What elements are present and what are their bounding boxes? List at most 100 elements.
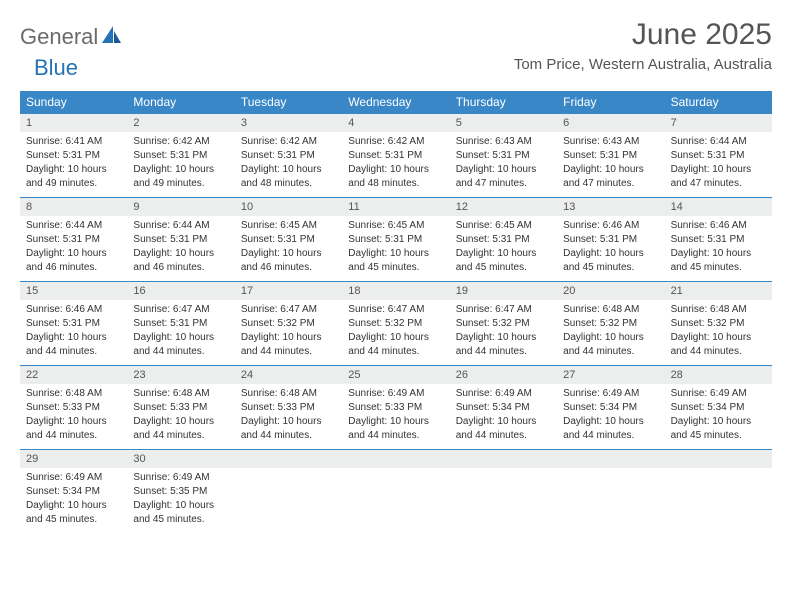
logo-word2: Blue <box>34 55 78 81</box>
day-number <box>665 449 772 468</box>
day-info: Sunrise: 6:47 AMSunset: 5:32 PMDaylight:… <box>235 300 342 365</box>
day-cell <box>450 449 557 533</box>
day-cell: 24Sunrise: 6:48 AMSunset: 5:33 PMDayligh… <box>235 365 342 449</box>
day-info: Sunrise: 6:49 AMSunset: 5:35 PMDaylight:… <box>127 468 234 533</box>
day-cell: 25Sunrise: 6:49 AMSunset: 5:33 PMDayligh… <box>342 365 449 449</box>
day-info: Sunrise: 6:47 AMSunset: 5:31 PMDaylight:… <box>127 300 234 365</box>
daylight-text: Daylight: 10 hours and 45 minutes. <box>133 499 228 527</box>
logo: General <box>20 18 124 50</box>
day-cell: 5Sunrise: 6:43 AMSunset: 5:31 PMDaylight… <box>450 113 557 197</box>
month-title: June 2025 <box>514 18 772 52</box>
daylight-text: Daylight: 10 hours and 44 minutes. <box>348 331 443 359</box>
day-cell: 9Sunrise: 6:44 AMSunset: 5:31 PMDaylight… <box>127 197 234 281</box>
weekday-tuesday: Tuesday <box>235 91 342 113</box>
day-info: Sunrise: 6:47 AMSunset: 5:32 PMDaylight:… <box>450 300 557 365</box>
day-number: 23 <box>127 365 234 384</box>
sunrise-text: Sunrise: 6:47 AM <box>133 303 228 317</box>
day-cell: 27Sunrise: 6:49 AMSunset: 5:34 PMDayligh… <box>557 365 664 449</box>
weekday-saturday: Saturday <box>665 91 772 113</box>
day-info: Sunrise: 6:41 AMSunset: 5:31 PMDaylight:… <box>20 132 127 197</box>
day-number: 16 <box>127 281 234 300</box>
sunset-text: Sunset: 5:31 PM <box>671 233 766 247</box>
sunset-text: Sunset: 5:34 PM <box>456 401 551 415</box>
logo-sail-icon <box>102 26 122 49</box>
day-number: 7 <box>665 113 772 132</box>
sunrise-text: Sunrise: 6:49 AM <box>348 387 443 401</box>
day-cell: 30Sunrise: 6:49 AMSunset: 5:35 PMDayligh… <box>127 449 234 533</box>
sunset-text: Sunset: 5:32 PM <box>563 317 658 331</box>
day-number: 25 <box>342 365 449 384</box>
day-number: 11 <box>342 197 449 216</box>
day-cell: 26Sunrise: 6:49 AMSunset: 5:34 PMDayligh… <box>450 365 557 449</box>
sunset-text: Sunset: 5:31 PM <box>26 233 121 247</box>
day-cell: 22Sunrise: 6:48 AMSunset: 5:33 PMDayligh… <box>20 365 127 449</box>
day-number: 20 <box>557 281 664 300</box>
weekday-monday: Monday <box>127 91 234 113</box>
sunrise-text: Sunrise: 6:48 AM <box>241 387 336 401</box>
day-info: Sunrise: 6:44 AMSunset: 5:31 PMDaylight:… <box>665 132 772 197</box>
daylight-text: Daylight: 10 hours and 44 minutes. <box>241 331 336 359</box>
calendar: Sunday Monday Tuesday Wednesday Thursday… <box>20 91 772 533</box>
sunrise-text: Sunrise: 6:48 AM <box>26 387 121 401</box>
daylight-text: Daylight: 10 hours and 44 minutes. <box>133 415 228 443</box>
sunset-text: Sunset: 5:31 PM <box>26 317 121 331</box>
day-number: 26 <box>450 365 557 384</box>
weekday-wednesday: Wednesday <box>342 91 449 113</box>
day-info: Sunrise: 6:46 AMSunset: 5:31 PMDaylight:… <box>20 300 127 365</box>
day-cell: 16Sunrise: 6:47 AMSunset: 5:31 PMDayligh… <box>127 281 234 365</box>
day-cell: 20Sunrise: 6:48 AMSunset: 5:32 PMDayligh… <box>557 281 664 365</box>
sunrise-text: Sunrise: 6:45 AM <box>456 219 551 233</box>
week-row: 15Sunrise: 6:46 AMSunset: 5:31 PMDayligh… <box>20 281 772 365</box>
daylight-text: Daylight: 10 hours and 46 minutes. <box>241 247 336 275</box>
daylight-text: Daylight: 10 hours and 46 minutes. <box>26 247 121 275</box>
day-info: Sunrise: 6:48 AMSunset: 5:33 PMDaylight:… <box>235 384 342 449</box>
day-number <box>557 449 664 468</box>
day-info: Sunrise: 6:48 AMSunset: 5:32 PMDaylight:… <box>665 300 772 365</box>
sunset-text: Sunset: 5:34 PM <box>671 401 766 415</box>
daylight-text: Daylight: 10 hours and 44 minutes. <box>456 331 551 359</box>
daylight-text: Daylight: 10 hours and 45 minutes. <box>671 415 766 443</box>
day-number: 10 <box>235 197 342 216</box>
day-number: 9 <box>127 197 234 216</box>
day-cell <box>235 449 342 533</box>
daylight-text: Daylight: 10 hours and 47 minutes. <box>563 163 658 191</box>
sunrise-text: Sunrise: 6:44 AM <box>26 219 121 233</box>
day-cell: 19Sunrise: 6:47 AMSunset: 5:32 PMDayligh… <box>450 281 557 365</box>
sunset-text: Sunset: 5:31 PM <box>348 233 443 247</box>
sunset-text: Sunset: 5:31 PM <box>563 149 658 163</box>
day-cell: 12Sunrise: 6:45 AMSunset: 5:31 PMDayligh… <box>450 197 557 281</box>
sunrise-text: Sunrise: 6:42 AM <box>133 135 228 149</box>
header: General June 2025 Tom Price, Western Aus… <box>20 18 772 73</box>
title-block: June 2025 Tom Price, Western Australia, … <box>514 18 772 73</box>
week-row: 8Sunrise: 6:44 AMSunset: 5:31 PMDaylight… <box>20 197 772 281</box>
day-cell: 21Sunrise: 6:48 AMSunset: 5:32 PMDayligh… <box>665 281 772 365</box>
day-number: 5 <box>450 113 557 132</box>
logo-word1: General <box>20 24 98 50</box>
sunrise-text: Sunrise: 6:42 AM <box>348 135 443 149</box>
day-number: 17 <box>235 281 342 300</box>
day-number: 22 <box>20 365 127 384</box>
sunrise-text: Sunrise: 6:43 AM <box>563 135 658 149</box>
weeks-container: 1Sunrise: 6:41 AMSunset: 5:31 PMDaylight… <box>20 113 772 533</box>
weekday-friday: Friday <box>557 91 664 113</box>
day-number: 6 <box>557 113 664 132</box>
day-info: Sunrise: 6:44 AMSunset: 5:31 PMDaylight:… <box>20 216 127 281</box>
day-number: 21 <box>665 281 772 300</box>
day-info: Sunrise: 6:49 AMSunset: 5:34 PMDaylight:… <box>20 468 127 533</box>
day-info: Sunrise: 6:42 AMSunset: 5:31 PMDaylight:… <box>127 132 234 197</box>
day-number: 3 <box>235 113 342 132</box>
day-info: Sunrise: 6:46 AMSunset: 5:31 PMDaylight:… <box>557 216 664 281</box>
day-number: 2 <box>127 113 234 132</box>
daylight-text: Daylight: 10 hours and 45 minutes. <box>456 247 551 275</box>
day-cell: 11Sunrise: 6:45 AMSunset: 5:31 PMDayligh… <box>342 197 449 281</box>
day-cell: 15Sunrise: 6:46 AMSunset: 5:31 PMDayligh… <box>20 281 127 365</box>
sunset-text: Sunset: 5:31 PM <box>133 149 228 163</box>
day-cell <box>342 449 449 533</box>
day-cell: 4Sunrise: 6:42 AMSunset: 5:31 PMDaylight… <box>342 113 449 197</box>
sunrise-text: Sunrise: 6:49 AM <box>456 387 551 401</box>
sunset-text: Sunset: 5:31 PM <box>456 233 551 247</box>
sunset-text: Sunset: 5:31 PM <box>241 233 336 247</box>
day-cell: 14Sunrise: 6:46 AMSunset: 5:31 PMDayligh… <box>665 197 772 281</box>
sunrise-text: Sunrise: 6:46 AM <box>563 219 658 233</box>
sunrise-text: Sunrise: 6:46 AM <box>671 219 766 233</box>
